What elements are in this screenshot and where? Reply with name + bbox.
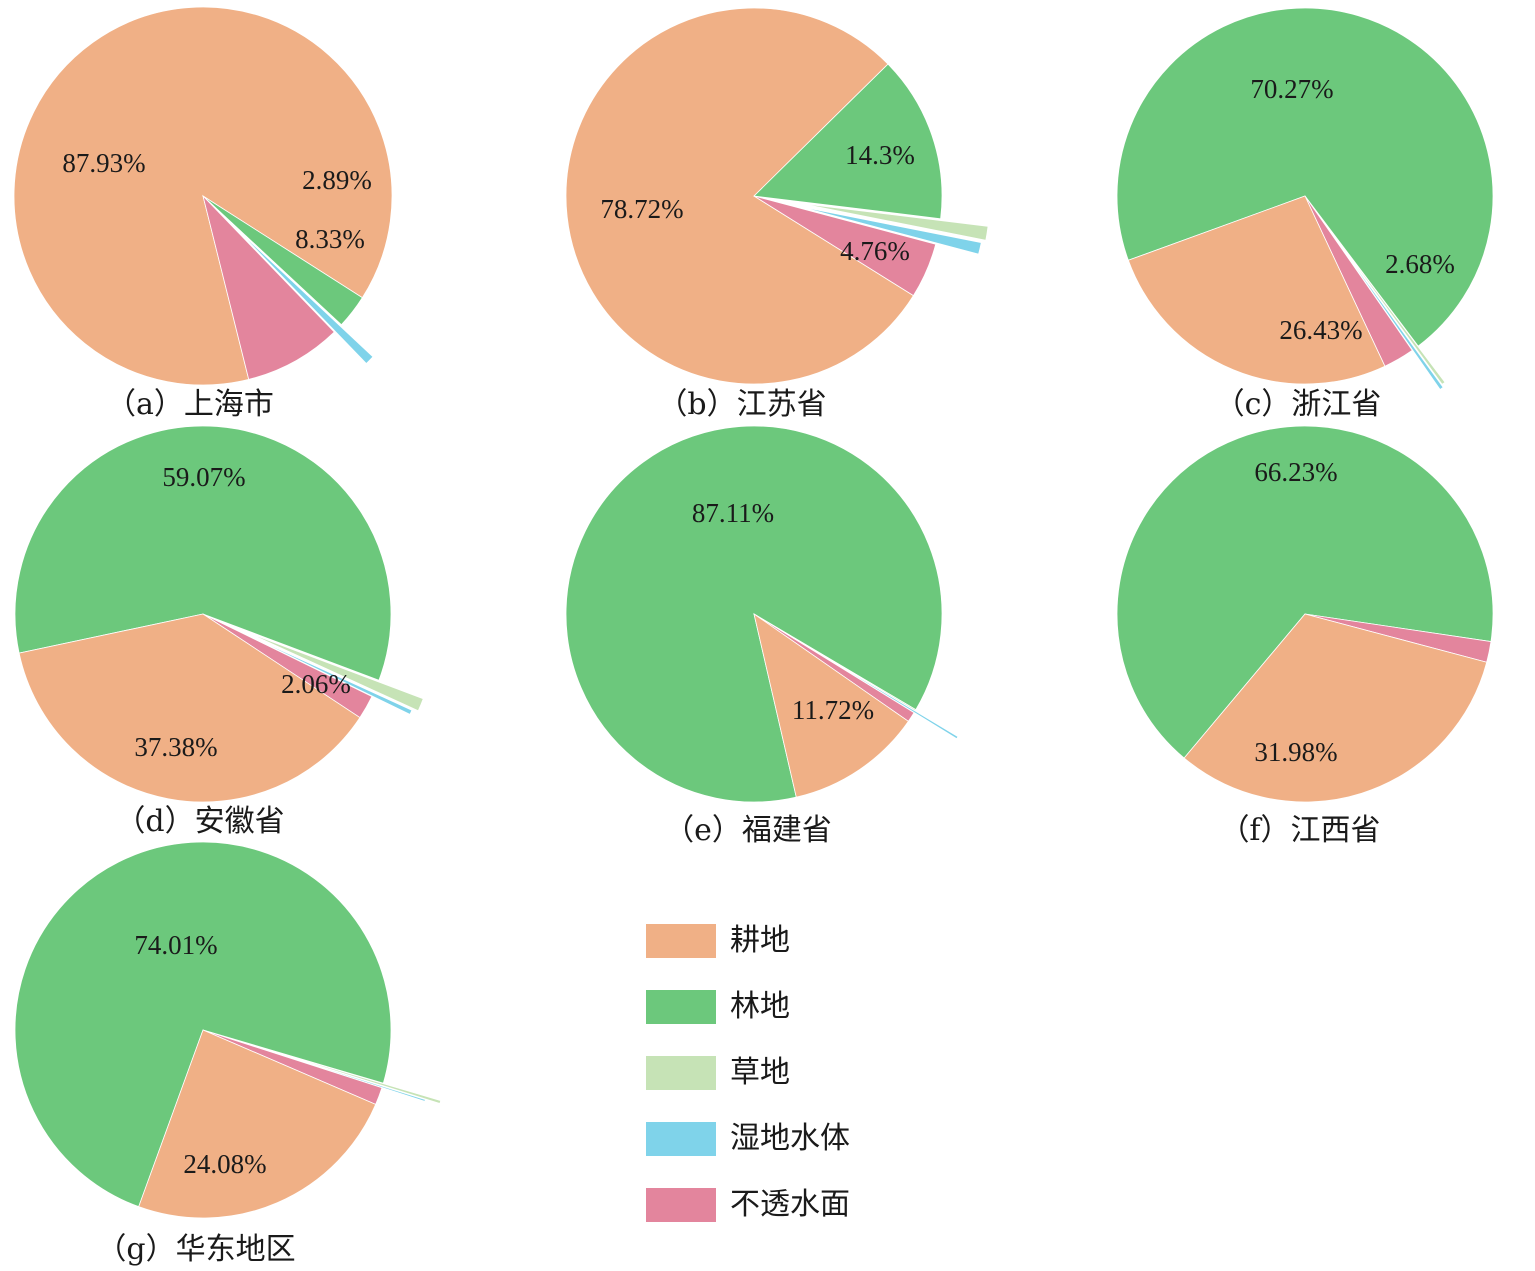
slice-wetland-water bbox=[796, 205, 982, 255]
slice-grassland bbox=[801, 203, 989, 241]
data-label-impervious: 2.68% bbox=[1385, 249, 1455, 279]
legend-label: 不透水面 bbox=[730, 1187, 850, 1222]
pie-chart-4: 59.07% 2.06% 37.38% （d）安徽省 bbox=[14, 425, 424, 839]
data-label-forest: 2.89% bbox=[302, 165, 372, 195]
data-label-cropland: 87.93% bbox=[62, 148, 145, 178]
legend-label: 草地 bbox=[730, 1055, 790, 1090]
slice-cropland bbox=[565, 7, 914, 385]
chart-caption: （c）浙江省 bbox=[1215, 387, 1382, 422]
slice-impervious bbox=[202, 194, 335, 380]
slice-forest bbox=[14, 841, 392, 1208]
slice-cropland bbox=[1183, 613, 1488, 803]
legend-swatch bbox=[646, 1188, 716, 1222]
slice-forest bbox=[1116, 425, 1494, 759]
chart-caption: （d）安徽省 bbox=[115, 804, 284, 839]
chart-caption: （b）江苏省 bbox=[657, 387, 826, 422]
data-label-forest: 74.01% bbox=[134, 930, 217, 960]
slice-forest bbox=[14, 425, 392, 681]
data-label-forest: 59.07% bbox=[162, 462, 245, 492]
data-label-impervious: 2.06% bbox=[281, 669, 351, 699]
data-label-impervious: 4.76% bbox=[840, 236, 910, 266]
slice-grassland bbox=[1331, 231, 1446, 385]
pie-chart-7: 74.01% 24.08% （g）华东地区 bbox=[14, 841, 442, 1267]
legend-swatch bbox=[646, 990, 716, 1024]
data-label-forest: 70.27% bbox=[1250, 74, 1333, 104]
legend-item-impervious: 不透水面 bbox=[646, 1187, 850, 1222]
data-label-forest: 14.3% bbox=[845, 140, 915, 170]
slice-wetland-water bbox=[796, 639, 959, 740]
pie-chart-3: 70.27% 2.68% 26.43% （c）浙江省 bbox=[1116, 7, 1494, 422]
data-label-cropland: 24.08% bbox=[183, 1149, 266, 1179]
pie-chart-1: 87.93% 2.89% 8.33% （a）上海市 bbox=[13, 6, 393, 422]
slice-forest bbox=[753, 63, 943, 220]
slice-wetland-water bbox=[240, 631, 413, 715]
data-label-cropland: 78.72% bbox=[600, 194, 683, 224]
chart-caption: （a）上海市 bbox=[106, 387, 274, 422]
pie-chart-5: 87.11% 11.72% （e）福建省 bbox=[565, 425, 959, 848]
data-label-cropland: 26.43% bbox=[1279, 315, 1362, 345]
slice-cropland bbox=[138, 1029, 377, 1219]
slice-cropland bbox=[1127, 195, 1386, 385]
legend-swatch bbox=[646, 1056, 716, 1090]
chart-caption: （e）福建省 bbox=[664, 813, 832, 848]
legend-item-cropland: 耕地 bbox=[646, 923, 790, 958]
slice-forest bbox=[1116, 7, 1494, 347]
legend-label: 耕地 bbox=[730, 923, 790, 958]
data-label-forest: 66.23% bbox=[1254, 457, 1337, 487]
data-label-forest: 87.11% bbox=[692, 498, 774, 528]
slice-cropland bbox=[18, 613, 361, 803]
legend-label: 湿地水体 bbox=[730, 1121, 850, 1156]
legend-label: 林地 bbox=[730, 989, 790, 1024]
legend-item-wetland-water: 湿地水体 bbox=[646, 1121, 850, 1156]
legend-swatch bbox=[646, 1122, 716, 1156]
slice-wetland-water bbox=[1332, 234, 1444, 391]
slice-grassland bbox=[202, 195, 342, 326]
legend-swatch bbox=[646, 924, 716, 958]
legend-item-forest: 林地 bbox=[646, 989, 790, 1024]
slice-grassland bbox=[247, 632, 424, 712]
pie-chart-2: 78.72% 14.3% 4.76% （b）江苏省 bbox=[565, 7, 989, 422]
data-label-impervious: 8.33% bbox=[295, 224, 365, 254]
slice-cropland bbox=[753, 613, 909, 798]
data-label-cropland: 37.38% bbox=[134, 732, 217, 762]
data-label-cropland: 31.98% bbox=[1254, 737, 1337, 767]
legend-item-grassland: 草地 bbox=[646, 1055, 790, 1090]
data-label-cropland: 11.72% bbox=[792, 695, 874, 725]
chart-caption: （f）江西省 bbox=[1219, 813, 1380, 848]
chart-caption: （g）华东地区 bbox=[96, 1232, 295, 1267]
slice-wetland-water bbox=[234, 227, 374, 365]
pie-charts: 87.93% 2.89% 8.33% （a）上海市 78.72% 14.3% 4.76% （b… bbox=[13, 6, 1494, 1267]
slice-grassland bbox=[260, 1047, 442, 1104]
slice-impervious bbox=[753, 195, 937, 297]
pie-chart-6: 66.23% 31.98% （f）江西省 bbox=[1116, 425, 1494, 848]
